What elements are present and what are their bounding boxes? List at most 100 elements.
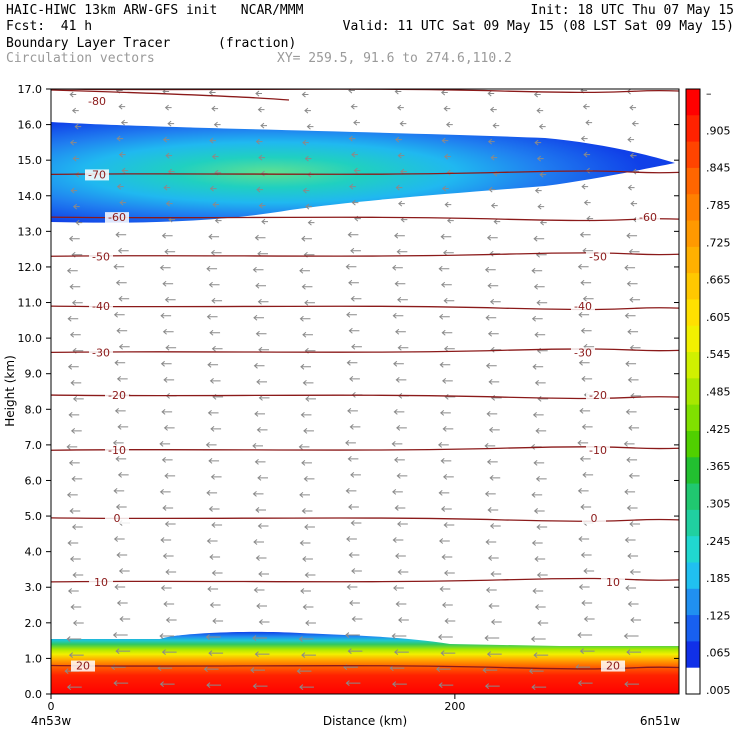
wind-vector <box>444 618 456 624</box>
wind-vector <box>117 472 129 478</box>
wind-vector <box>253 587 265 593</box>
wind-vector <box>536 572 548 578</box>
wind-vector <box>435 666 451 672</box>
wind-vector <box>438 313 450 320</box>
contour-label: -40 <box>92 300 110 313</box>
wind-vector <box>74 123 82 130</box>
colorbar-label: .845 <box>706 162 731 175</box>
wind-vector <box>72 155 80 162</box>
wind-vector <box>534 604 546 610</box>
wind-vector <box>395 328 406 335</box>
wind-vector <box>349 183 356 190</box>
wind-vector <box>347 407 358 414</box>
contour-label-bg <box>586 390 610 402</box>
wind-vector <box>397 344 409 351</box>
wind-vector <box>489 298 501 305</box>
wind-vector <box>116 600 128 606</box>
wind-vector <box>537 203 545 210</box>
wind-vector <box>536 107 544 114</box>
wind-vector <box>350 103 358 110</box>
wind-vector <box>396 248 408 255</box>
wind-vector <box>392 537 404 543</box>
wind-vector <box>207 361 219 368</box>
wind-vector <box>298 636 314 642</box>
wind-vector <box>305 395 316 402</box>
wind-vector <box>72 395 84 402</box>
wind-vector <box>392 681 407 687</box>
wind-vector <box>488 186 496 193</box>
wind-vector <box>69 508 81 514</box>
wind-vector <box>487 282 499 289</box>
wind-vector <box>210 249 222 256</box>
contour-label: -50 <box>589 250 607 263</box>
wind-vector <box>206 490 218 496</box>
wind-vector <box>392 312 404 319</box>
plot-frame <box>50 88 680 695</box>
wind-vector <box>159 440 171 447</box>
wind-vector <box>298 443 310 450</box>
y-tick-label: 9.0 <box>25 368 43 381</box>
wind-vector <box>159 264 171 271</box>
wind-vector <box>118 295 130 302</box>
x-tick-label: 200 <box>444 700 465 713</box>
wind-vector <box>68 460 80 466</box>
colorbar-segment <box>686 641 700 669</box>
wind-vector <box>532 588 544 594</box>
wind-vector <box>296 668 312 674</box>
wind-vector <box>116 375 128 382</box>
wind-vector <box>392 264 403 271</box>
wind-vector <box>487 555 499 561</box>
contour-label-bg <box>85 169 109 181</box>
wind-vector <box>301 652 316 658</box>
wind-vector <box>116 183 124 190</box>
wind-vector <box>490 202 498 209</box>
wind-vector <box>304 524 315 530</box>
wind-vector <box>351 568 362 574</box>
wind-vector <box>536 524 548 530</box>
wind-vector <box>112 632 128 638</box>
contour-label: -30 <box>92 346 110 359</box>
wind-vector <box>441 554 453 560</box>
wind-vector <box>253 314 265 321</box>
colorbar-segment <box>686 667 700 695</box>
x-axis-label: Distance (km) <box>323 714 407 728</box>
wind-vector <box>398 200 405 207</box>
y-tick-label: 5.0 <box>25 510 43 523</box>
wind-vector <box>629 569 641 575</box>
wind-vector <box>121 167 129 174</box>
wind-vector <box>347 231 359 238</box>
wind-vector <box>351 343 362 350</box>
wind-vector <box>490 154 498 161</box>
wind-vector <box>625 360 637 367</box>
x-end-location: 6n51w <box>640 714 681 728</box>
contour-label-bg <box>601 660 625 672</box>
contour-label: -60 <box>108 211 126 224</box>
wind-vector <box>440 233 452 240</box>
wind-vector <box>492 122 500 129</box>
wind-vector <box>160 585 172 591</box>
wind-vector <box>437 634 453 640</box>
colorbar-segment <box>686 588 700 616</box>
wind-vector <box>113 488 125 494</box>
wind-vector <box>484 442 496 449</box>
contour-label-bg <box>71 660 95 672</box>
wind-vector <box>628 424 640 431</box>
y-tick-label: 0.0 <box>25 688 43 701</box>
wind-vector <box>534 556 546 562</box>
colorbar-segment <box>686 536 700 563</box>
wind-vector <box>307 219 315 226</box>
wind-vector <box>300 411 312 418</box>
contour-label: 0 <box>114 512 121 525</box>
wind-vector <box>629 521 641 527</box>
colorbar-segment <box>686 615 700 642</box>
wind-vector <box>578 311 590 318</box>
contour-label: 0 <box>591 512 598 525</box>
wind-vector <box>258 394 270 401</box>
wind-vector <box>624 489 636 495</box>
wind-vector <box>209 185 217 192</box>
wind-vector <box>348 279 359 286</box>
wind-vector <box>533 235 545 242</box>
wind-vector <box>487 330 499 337</box>
colorbar-segment <box>686 404 700 432</box>
